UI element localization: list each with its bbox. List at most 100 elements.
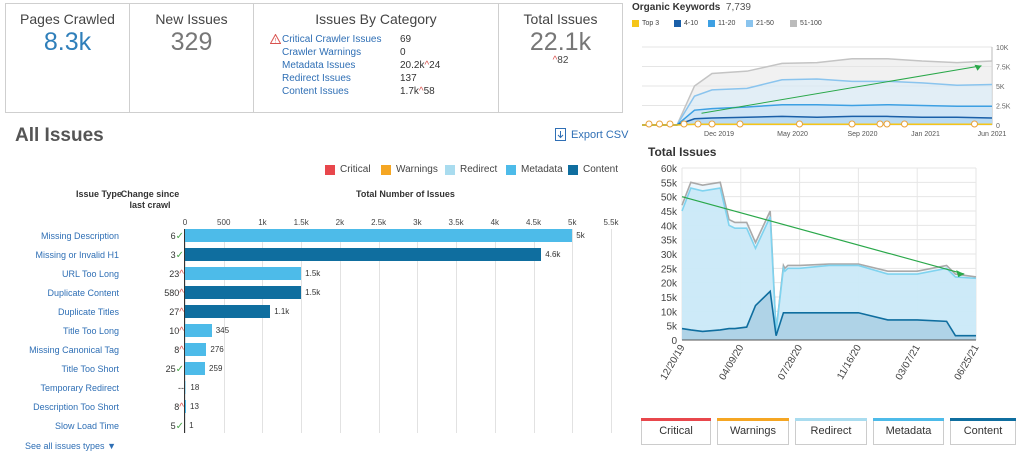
pages-crawled-label: Pages Crawled — [20, 11, 115, 27]
button-color-bar — [641, 418, 711, 421]
category-content-link[interactable]: Content Issues — [282, 86, 349, 97]
organic-keywords-count: 7,739 — [725, 2, 751, 13]
chevron-up-icon: ^ — [179, 402, 184, 413]
see-all-issues-link[interactable]: See all issues types ▼ — [25, 441, 116, 451]
grid-line — [340, 229, 341, 433]
issues-by-category-label: Issues By Category — [315, 11, 437, 27]
keyword-legend-21-50[interactable]: 21-50 — [746, 20, 774, 27]
series-line-content — [681, 289, 976, 337]
series-line-metadata — [681, 187, 977, 332]
x-tick-label: 06/25/21 — [953, 343, 982, 383]
google-update-marker-icon — [680, 120, 688, 128]
change-value: 23^ — [169, 269, 184, 280]
category-warnings-link[interactable]: Crawler Warnings — [282, 47, 362, 58]
issue-type-link[interactable]: Description Too Short — [33, 402, 119, 412]
keyword-legend-4-10[interactable]: 4-10 — [674, 20, 698, 27]
category-row-metadata: Metadata Issues 20.2k^24 — [282, 59, 440, 72]
grid-line — [224, 229, 225, 433]
bar[interactable] — [185, 381, 187, 394]
legend-item-metadata[interactable]: Metadata — [506, 164, 563, 175]
bar[interactable] — [185, 248, 542, 261]
toggle-critical-button[interactable]: Critical — [641, 418, 711, 445]
bar-value-label: 5k — [576, 231, 585, 240]
bar[interactable] — [185, 267, 302, 280]
keyword-legend-11-20[interactable]: 11-20 — [708, 20, 735, 27]
x-tick-label: 5k — [568, 218, 577, 227]
trend-arrow — [681, 196, 965, 275]
all-issues-title: All Issues — [15, 125, 104, 146]
bar[interactable] — [185, 343, 207, 356]
legend-label: Critical — [340, 164, 371, 175]
grid-line — [534, 229, 535, 433]
issue-type-link[interactable]: Missing Canonical Tag — [29, 345, 119, 355]
grid-line — [379, 229, 380, 433]
google-update-marker-icon — [708, 120, 716, 128]
x-tick-label: Jan 2021 — [911, 131, 940, 138]
keyword-legend-top-3[interactable]: Top 3 — [632, 20, 659, 27]
y-tick-label: 0 — [996, 123, 1000, 130]
change-value: 8^ — [174, 402, 184, 413]
x-tick-label: May 2020 — [777, 131, 808, 138]
grid-line — [611, 229, 612, 433]
y-tick-label: 0 — [671, 336, 677, 347]
legend-item-redirect[interactable]: Redirect — [445, 164, 497, 175]
issue-type-link[interactable]: URL Too Long — [61, 269, 119, 279]
bar[interactable] — [185, 286, 302, 299]
button-label: Redirect — [810, 425, 852, 437]
download-icon — [555, 128, 566, 141]
legend-swatch — [445, 164, 455, 175]
trend-arrow-head — [956, 270, 965, 278]
legend-swatch — [325, 164, 335, 175]
toggle-content-button[interactable]: Content — [950, 418, 1016, 445]
issue-type-link[interactable]: Missing Description — [40, 231, 119, 241]
total-issues-card: Total Issues 22.1k ^82 — [499, 4, 622, 112]
issue-type-link[interactable]: Title Too Long — [62, 326, 119, 336]
pages-crawled-value[interactable]: 8.3k — [43, 28, 92, 56]
legend-item-content[interactable]: Content — [568, 164, 618, 175]
issue-type-link[interactable]: Duplicate Titles — [57, 307, 119, 317]
chevron-up-icon: ^ — [179, 326, 184, 337]
google-update-marker-icon — [736, 120, 744, 128]
total-issues-header: Total Number of Issues — [356, 189, 455, 199]
issue-type-link[interactable]: Duplicate Content — [47, 288, 119, 298]
x-tick-label: 0 — [182, 218, 188, 227]
bar[interactable] — [185, 229, 573, 242]
series-line-redirect — [681, 181, 977, 332]
bar-value-label: 13 — [190, 402, 199, 411]
category-critical-value: 69 — [400, 34, 412, 45]
category-critical-link[interactable]: Critical Crawler Issues — [282, 34, 382, 45]
button-label: Metadata — [885, 425, 932, 437]
y-tick-label: 50k — [661, 193, 678, 204]
bar[interactable] — [185, 400, 186, 413]
legend-item-warnings[interactable]: Warnings — [381, 164, 438, 175]
checkbox-icon — [790, 20, 797, 27]
keyword-legend-51-100[interactable]: 51-100 — [790, 20, 822, 27]
issue-type-link[interactable]: Temporary Redirect — [40, 383, 119, 393]
category-redirect-link[interactable]: Redirect Issues — [282, 73, 351, 84]
bar[interactable] — [185, 362, 206, 375]
issue-type-link[interactable]: Slow Load Time — [54, 421, 119, 431]
grid-line — [495, 229, 496, 433]
y-tick-label: 10K — [996, 45, 1009, 52]
new-issues-value[interactable]: 329 — [170, 28, 213, 56]
legend-item-critical[interactable]: Critical — [325, 164, 371, 175]
bar[interactable] — [185, 305, 271, 318]
grid-line — [262, 229, 263, 433]
toggle-redirect-button[interactable]: Redirect — [795, 418, 867, 445]
issue-type-link[interactable]: Missing or Invalid H1 — [35, 250, 119, 260]
total-issues-value[interactable]: 22.1k — [529, 28, 592, 56]
change-number: 6 — [170, 231, 176, 241]
new-issues-card: New Issues 329 — [130, 4, 254, 112]
export-csv-button[interactable]: Export CSV — [555, 128, 628, 141]
x-tick-label: 12/20/19 — [659, 343, 688, 383]
bar[interactable] — [185, 324, 212, 337]
checkbox-icon — [674, 20, 681, 27]
legend-label: Warnings — [396, 164, 438, 175]
category-metadata-link[interactable]: Metadata Issues — [282, 60, 356, 71]
bar-value-label: 259 — [209, 364, 223, 373]
x-tick-label: 07/28/20 — [776, 343, 805, 383]
issue-type-link[interactable]: Title Too Short — [61, 364, 119, 374]
toggle-metadata-button[interactable]: Metadata — [873, 418, 944, 445]
toggle-warnings-button[interactable]: Warnings — [717, 418, 789, 445]
grid-line — [301, 229, 302, 433]
